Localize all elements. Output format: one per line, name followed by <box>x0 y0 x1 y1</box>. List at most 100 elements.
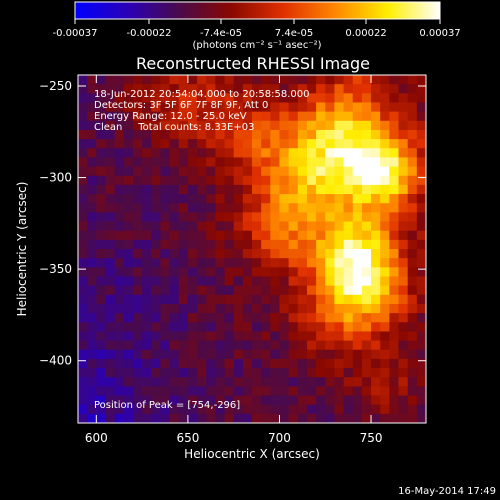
heatmap-cell <box>224 395 235 406</box>
heatmap-cell <box>151 340 161 351</box>
heatmap-cell <box>325 102 335 113</box>
heatmap-cell <box>114 230 125 241</box>
heatmap-cell <box>361 368 372 378</box>
heatmap-cell <box>169 267 180 277</box>
heatmap-cell <box>169 313 180 323</box>
heatmap-cell <box>380 212 390 222</box>
heatmap-cell <box>416 239 426 250</box>
heatmap-cell <box>371 230 381 241</box>
heatmap-cell <box>197 166 207 177</box>
heatmap-cell <box>270 377 280 387</box>
heatmap-cell <box>270 120 280 131</box>
heatmap-cell <box>279 267 290 277</box>
heatmap-cell <box>132 349 143 360</box>
heatmap-cell <box>371 212 381 222</box>
heatmap-cell <box>151 322 161 332</box>
heatmap-cell <box>398 203 409 213</box>
heatmap-cell <box>96 386 106 396</box>
heatmap-cell <box>398 166 409 177</box>
heatmap-cell <box>96 285 106 296</box>
heatmap-cell <box>224 84 235 94</box>
heatmap-cell <box>224 267 235 277</box>
heatmap-cell <box>123 340 134 351</box>
heatmap-cell <box>242 303 253 314</box>
heatmap-cell <box>288 239 299 250</box>
heatmap-cell <box>78 294 88 305</box>
heatmap-cell <box>270 84 280 94</box>
heatmap-cell <box>197 267 207 277</box>
heatmap-cell <box>87 404 97 415</box>
heatmap-cell <box>151 93 161 103</box>
heatmap-cell <box>105 349 116 360</box>
heatmap-cell <box>96 413 106 423</box>
heatmap-cell <box>371 276 381 287</box>
heatmap-cell <box>270 349 280 360</box>
heatmap-cell <box>316 93 326 103</box>
heatmap-cell <box>142 331 152 341</box>
heatmap-cell <box>306 212 317 222</box>
heatmap-cell <box>343 221 354 232</box>
heatmap-cell <box>215 102 225 113</box>
heatmap-cell <box>105 404 116 415</box>
heatmap-cell <box>206 258 216 268</box>
heatmap-cell <box>316 331 326 341</box>
heatmap-cell <box>242 111 253 122</box>
heatmap-cell <box>224 349 235 360</box>
heatmap-cell <box>233 157 244 167</box>
heatmap-cell <box>233 194 244 204</box>
heatmap-cell <box>343 166 354 177</box>
heatmap-cell <box>215 157 225 167</box>
heatmap-cell <box>215 111 225 122</box>
heatmap-cell <box>316 194 326 204</box>
heatmap-cell <box>224 258 235 268</box>
heatmap-cell <box>105 294 116 305</box>
heatmap-cell <box>114 249 125 259</box>
heatmap-cell <box>389 212 399 222</box>
heatmap-cell <box>352 239 363 250</box>
heatmap-cell <box>288 175 299 186</box>
heatmap-cell <box>352 93 363 103</box>
heatmap-cell <box>142 322 152 332</box>
heatmap-cell <box>105 148 116 158</box>
heatmap-cell <box>416 413 426 423</box>
heatmap-cell <box>105 276 116 287</box>
heatmap-cell <box>187 148 198 158</box>
heatmap-cell <box>325 175 335 186</box>
heatmap-cell <box>371 239 381 250</box>
heatmap-cell <box>398 331 409 341</box>
heatmap-cell <box>306 276 317 287</box>
heatmap-cell <box>160 386 170 396</box>
heatmap-cell <box>261 258 271 268</box>
heatmap-cell <box>233 212 244 222</box>
heatmap-cell <box>105 84 116 94</box>
heatmap-cell <box>352 340 363 351</box>
heatmap-cell <box>151 230 161 241</box>
heatmap-cell <box>215 267 225 277</box>
peak-position-label: Position of Peak = [754,-296] <box>94 400 240 411</box>
heatmap-cell <box>132 148 143 158</box>
heatmap-cell <box>114 386 125 396</box>
heatmap-cell <box>288 386 299 396</box>
heatmap-cell <box>306 120 317 131</box>
heatmap-cell <box>398 340 409 351</box>
heatmap-cell <box>123 212 134 222</box>
heatmap-cell <box>187 413 198 423</box>
heatmap-cell <box>206 368 216 378</box>
heatmap-cell <box>297 148 308 158</box>
heatmap-cell <box>270 340 280 351</box>
heatmap-cell <box>142 148 152 158</box>
heatmap-cell <box>325 184 335 195</box>
heatmap-cell <box>87 102 97 113</box>
heatmap-cell <box>343 368 354 378</box>
heatmap-cell <box>352 212 363 222</box>
heatmap-cell <box>178 340 189 351</box>
heatmap-cell <box>279 184 290 195</box>
heatmap-cell <box>242 230 253 241</box>
heatmap-cell <box>270 331 280 341</box>
heatmap-cell <box>197 175 207 186</box>
heatmap-cell <box>407 267 418 277</box>
heatmap-cell <box>151 395 161 406</box>
heatmap-cell <box>261 404 271 415</box>
heatmap-cell <box>361 340 372 351</box>
heatmap-cell <box>169 413 180 423</box>
